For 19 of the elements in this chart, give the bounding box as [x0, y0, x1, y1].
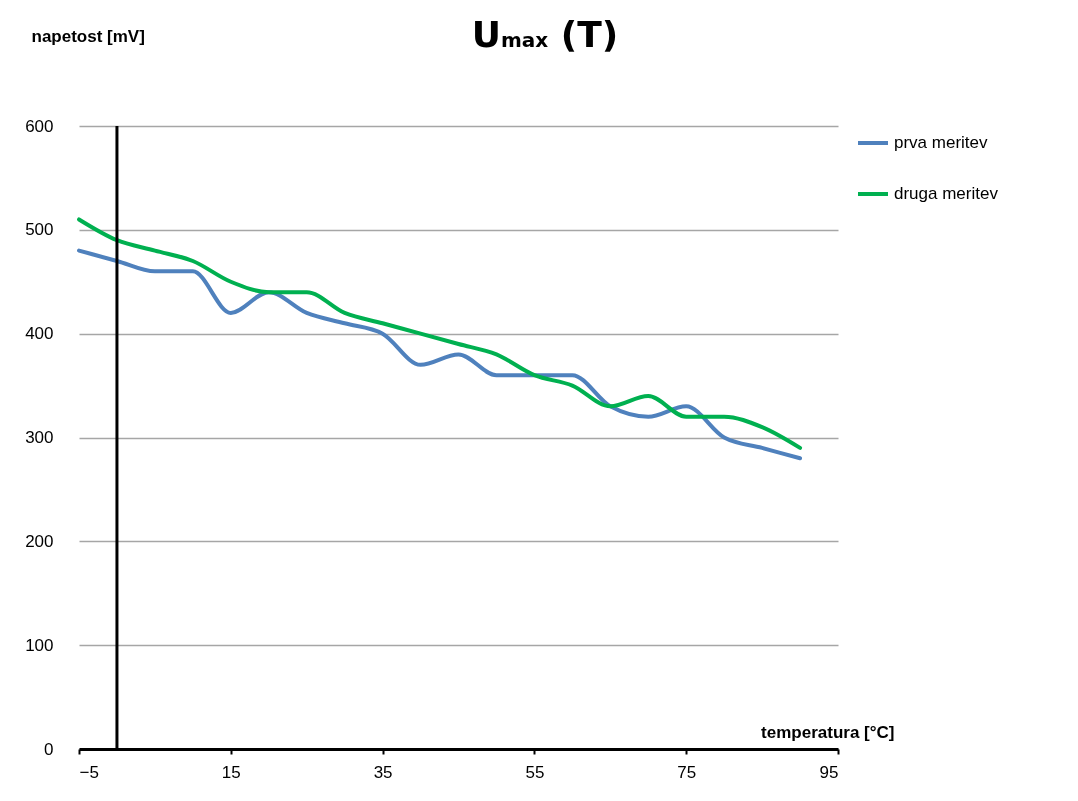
y-tick-label: 300	[25, 428, 54, 447]
x-tick-label: −5	[79, 762, 99, 782]
y-axis-title: napetost [mV]	[31, 26, 145, 46]
y-tick-label: 500	[25, 220, 54, 240]
y-tick-label: 100	[25, 635, 54, 655]
y-tick-label: 200	[25, 531, 54, 551]
legend-label: prva meritev	[894, 133, 989, 152]
y-tick-label: 600	[25, 116, 54, 136]
x-tick-label: 35	[373, 762, 393, 782]
x-tick-label: 55	[525, 762, 545, 782]
y-tick-label: 0	[44, 739, 54, 759]
legend-label: druga meritev	[894, 184, 999, 203]
x-axis-title: temperatura [°C]	[761, 722, 895, 742]
line-series	[77, 248, 803, 461]
x-tick-label: 95	[819, 762, 839, 782]
x-tick-label: 75	[677, 762, 697, 782]
y-tick-label: 400	[25, 324, 54, 344]
x-tick-label: 15	[221, 762, 241, 782]
line-series	[77, 217, 803, 450]
